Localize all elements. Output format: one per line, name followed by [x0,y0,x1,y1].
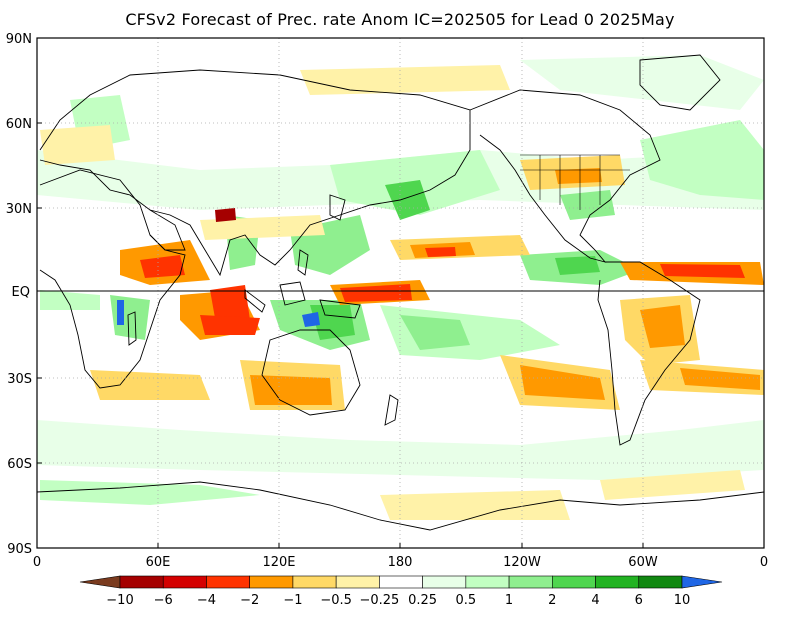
colorbar-label: 10 [674,593,691,608]
us-borders [520,154,630,210]
lon-label: 60E [146,555,171,570]
anom-red-n-africa [140,255,185,278]
anom-green-maritime-core [310,305,355,340]
colorbar-swatch [249,575,294,589]
anom-orange-s-atl-core [680,368,760,390]
graticule [37,38,764,548]
colorbar-swatch [379,575,423,589]
colorbar-swatch [465,575,510,589]
coast-n-america [469,89,661,263]
lat-label: 60N [6,117,32,132]
colorbar-label: −4 [197,593,216,608]
lat-label: 30S [7,372,32,387]
lon-label: 0 [760,555,768,570]
colorbar: −10 −6 −4 −2 −1 −0.5 −0.25 0.25 0.5 1 2 4 6 10 [79,575,723,608]
lon-label: 120E [262,555,295,570]
lat-label: 60S [7,457,32,472]
colorbar-label: 6 [635,593,643,608]
lat-label: EQ [12,285,30,300]
coast-africa [39,169,186,389]
colorbar-swatch [206,575,250,589]
anom-green-spcz-core [400,315,470,350]
colorbar-swatch [79,575,121,589]
coast-borneo [279,281,306,306]
anom-orange-us-core [555,168,602,184]
anom-green-south-ocean [40,480,260,505]
coast-australia [261,329,361,416]
anom-orange-aus-core [250,375,332,405]
lon-label: 180 [388,555,413,570]
coast-antarctica [37,481,764,531]
coast-arabia [149,209,186,251]
lon-label: 60W [628,555,658,570]
lat-axis: 90N 60N 30N EQ 30S 60S 90S [6,32,32,557]
anom-yellow-s-ocean [380,490,570,520]
colorbar-label: −1 [283,593,302,608]
lat-label: 30N [6,202,32,217]
anom-green-africa-e [110,295,150,340]
anom-green-sh-band [37,420,764,480]
anom-yellow-indian-s [90,370,210,400]
anom-green-arctic [520,55,764,110]
colorbar-swatch [292,575,337,589]
anom-green-npac-core [385,180,430,220]
colorbar-label: −10 [106,593,133,608]
anom-blue-maritime [302,312,320,327]
anom-green-atlantic-n [640,120,764,200]
colorbar-label: 0.5 [456,593,477,608]
coast-new-guinea [319,299,361,319]
colorbar-swatch [638,575,683,589]
colorbar-label: −6 [154,593,173,608]
colorbar-swatch [119,575,164,589]
anom-orange-s-amer-core [640,305,685,348]
colorbar-swatch [508,575,553,589]
anom-red-maritime-s [200,315,260,335]
coast-s-america [597,261,701,446]
anom-red-indian [210,285,250,320]
anom-red-eq-pac [340,284,412,302]
anom-green-atl-s [40,290,100,310]
coast-sumatra [244,289,266,313]
colorbar-label: −2 [240,593,259,608]
anom-red-npac-itcz [425,247,456,257]
lat-label: 90N [6,32,32,47]
colorbar-label: 2 [548,593,556,608]
anom-red-e-pac [660,264,745,278]
colorbar-label: 1 [505,593,513,608]
anom-yellow-subtrop [200,215,325,240]
colorbar-swatch [595,575,640,589]
colorbar-swatch [422,575,467,589]
colorbar-swatch [335,575,380,589]
colorbar-label: −0.5 [320,593,352,608]
anom-yellow-arctic [300,65,510,95]
coast-madagascar [127,311,137,346]
colorbar-label: 0.25 [408,593,437,608]
colorbar-swatch [552,575,596,589]
coast-philippines [297,249,309,276]
anom-red-himalaya [215,208,236,222]
anom-green-itcz-e-core [555,256,600,275]
anom-yellow-s-ocean2 [600,470,745,500]
coast-new-zealand [384,394,399,426]
colorbar-swatch [681,575,723,589]
anomaly-field [37,55,764,520]
colorbar-label: 4 [591,593,599,608]
colorbar-label: −0.25 [359,593,399,608]
axis-ticks [36,37,765,549]
anom-green-gulf [560,190,615,220]
coast-greenland [639,54,721,111]
lon-axis: 0 60E 120E 180 120W 60W 0 [33,555,768,570]
lon-label: 120W [503,555,541,570]
map-title: CFSv2 Forecast of Prec. rate Anom IC=202… [125,10,675,29]
lon-label: 0 [33,555,41,570]
lat-label: 90S [7,542,32,557]
colorbar-swatch [162,575,207,589]
anom-blue-madagascar [117,300,124,325]
anom-yellow-europe [40,125,115,165]
anom-orange-s-pac-core [520,365,605,400]
